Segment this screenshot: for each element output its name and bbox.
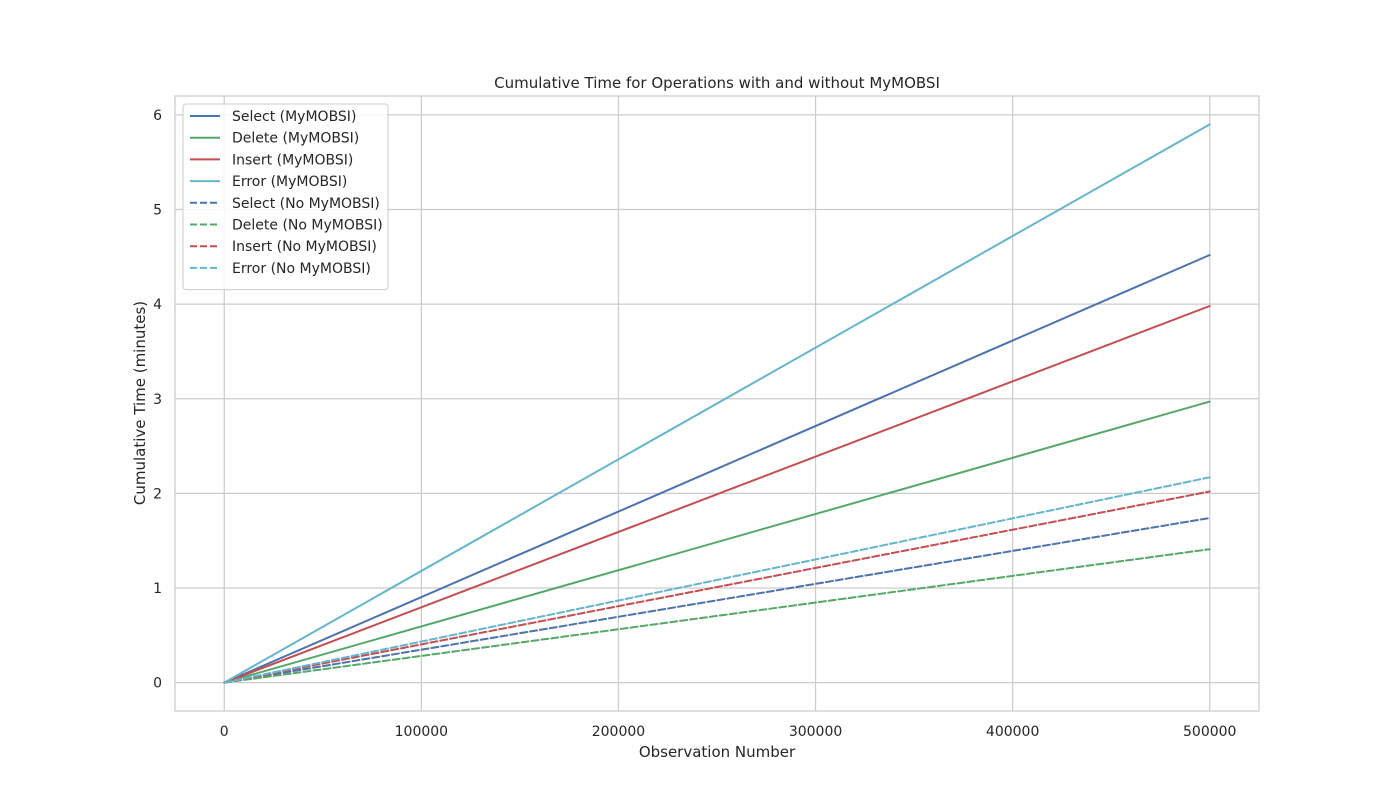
legend-label: Select (MyMOBSI) bbox=[232, 109, 356, 125]
y-tick-label: 0 bbox=[153, 676, 162, 692]
plot-frame bbox=[174, 95, 1260, 712]
x-tick-label: 100000 bbox=[395, 724, 448, 740]
series-line bbox=[223, 305, 1211, 684]
x-tick-label: 200000 bbox=[592, 724, 645, 740]
legend: Select (MyMOBSI) Delete (MyMOBSI) Insert (… bbox=[182, 103, 389, 291]
series-layer bbox=[223, 123, 1211, 684]
series-line bbox=[223, 254, 1211, 684]
y-tick-label: 6 bbox=[153, 108, 162, 124]
legend-label: Insert (MyMOBSI) bbox=[232, 152, 353, 168]
y-tick-label: 4 bbox=[153, 297, 162, 313]
x-tick-label: 500000 bbox=[1183, 724, 1236, 740]
legend-label: Error (MyMOBSI) bbox=[232, 174, 347, 190]
series-line bbox=[223, 400, 1211, 684]
chart-title: Cumulative Time for Operations with and … bbox=[494, 74, 940, 92]
y-tick-label: 3 bbox=[153, 392, 162, 408]
series-line bbox=[223, 123, 1211, 684]
x-tick-label: 0 bbox=[220, 724, 229, 740]
x-axis-label: Observation Number bbox=[639, 743, 796, 761]
x-tick-label: 400000 bbox=[986, 724, 1039, 740]
y-tick-label: 1 bbox=[153, 581, 162, 597]
series-line bbox=[223, 548, 1211, 684]
legend-label: Delete (MyMOBSI) bbox=[232, 131, 359, 147]
y-tick-label: 5 bbox=[153, 203, 162, 219]
legend-label: Error (No MyMOBSI) bbox=[232, 261, 371, 277]
x-tick-labels: 0 100000 200000 300000 400000 500000 bbox=[220, 724, 1237, 740]
legend-label: Delete (No MyMOBSI) bbox=[232, 218, 383, 234]
legend-box bbox=[182, 103, 389, 291]
x-tick-label: 300000 bbox=[789, 724, 842, 740]
series-line bbox=[223, 476, 1211, 684]
series-line bbox=[223, 517, 1211, 684]
legend-label: Insert (No MyMOBSI) bbox=[232, 239, 377, 255]
y-tick-labels: 0 1 2 3 4 5 6 bbox=[153, 108, 162, 692]
series-line bbox=[223, 490, 1211, 684]
y-axis-label: Cumulative Time (minutes) bbox=[131, 301, 149, 505]
legend-label: Select (No MyMOBSI) bbox=[232, 196, 380, 212]
y-tick-label: 2 bbox=[153, 486, 162, 502]
